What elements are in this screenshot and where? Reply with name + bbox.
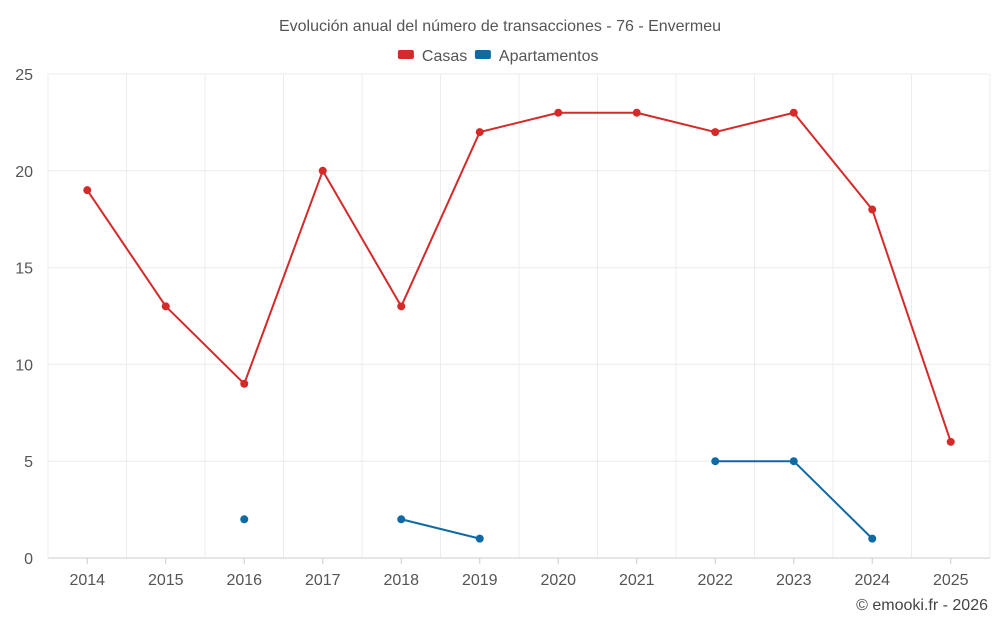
data-point[interactable] — [161, 302, 170, 311]
series-apartamentos — [240, 457, 877, 543]
x-tick-label: 2021 — [619, 572, 655, 589]
x-tick-label: 2017 — [305, 572, 341, 589]
data-point[interactable] — [711, 128, 720, 137]
data-point[interactable] — [83, 186, 92, 195]
x-tick-label: 2019 — [462, 572, 498, 589]
series-line — [715, 460, 873, 540]
legend-swatch — [474, 50, 491, 59]
credit-text: © emooki.fr - 2026 — [856, 597, 988, 614]
y-tick-label: 25 — [15, 67, 33, 84]
chart-title: Evolución anual del número de transaccio… — [279, 18, 721, 35]
data-point[interactable] — [318, 166, 327, 175]
legend-item-apartamentos[interactable]: Apartamentos — [474, 48, 599, 65]
x-tick-label: 2015 — [148, 572, 184, 589]
data-point[interactable] — [475, 534, 484, 543]
x-tick-label: 2016 — [226, 572, 262, 589]
x-tick-label: 2025 — [933, 572, 969, 589]
data-point[interactable] — [397, 515, 406, 524]
data-point[interactable] — [632, 108, 641, 117]
y-tick-label: 0 — [24, 551, 33, 568]
data-point[interactable] — [868, 205, 877, 214]
series-casas — [83, 108, 955, 446]
y-tick-label: 10 — [15, 357, 33, 374]
legend-swatch — [397, 50, 414, 59]
data-point[interactable] — [789, 457, 798, 466]
legend-item-casas[interactable]: Casas — [397, 48, 467, 65]
x-tick-label: 2023 — [776, 572, 812, 589]
data-point[interactable] — [789, 108, 798, 117]
data-point[interactable] — [946, 437, 955, 446]
x-tick-label: 2020 — [540, 572, 576, 589]
series-line — [86, 111, 952, 443]
legend-label: Apartamentos — [499, 48, 599, 65]
data-point[interactable] — [397, 302, 406, 311]
x-tick-label: 2014 — [69, 572, 105, 589]
x-tick-label: 2018 — [383, 572, 419, 589]
y-tick-label: 15 — [15, 261, 33, 278]
data-point[interactable] — [475, 128, 484, 137]
x-tick-label: 2024 — [854, 572, 890, 589]
data-point[interactable] — [240, 515, 249, 524]
data-point[interactable] — [711, 457, 720, 466]
series-line — [401, 518, 480, 540]
y-tick-label: 20 — [15, 164, 33, 181]
grid — [47, 73, 991, 558]
data-point[interactable] — [240, 379, 249, 388]
legend: Casas Apartamentos — [397, 48, 599, 65]
y-tick-label: 5 — [24, 454, 33, 471]
series-layer — [83, 108, 955, 543]
data-point[interactable] — [554, 108, 563, 117]
x-tick-label: 2022 — [697, 572, 733, 589]
data-point[interactable] — [868, 534, 877, 543]
legend-label: Casas — [422, 48, 467, 65]
